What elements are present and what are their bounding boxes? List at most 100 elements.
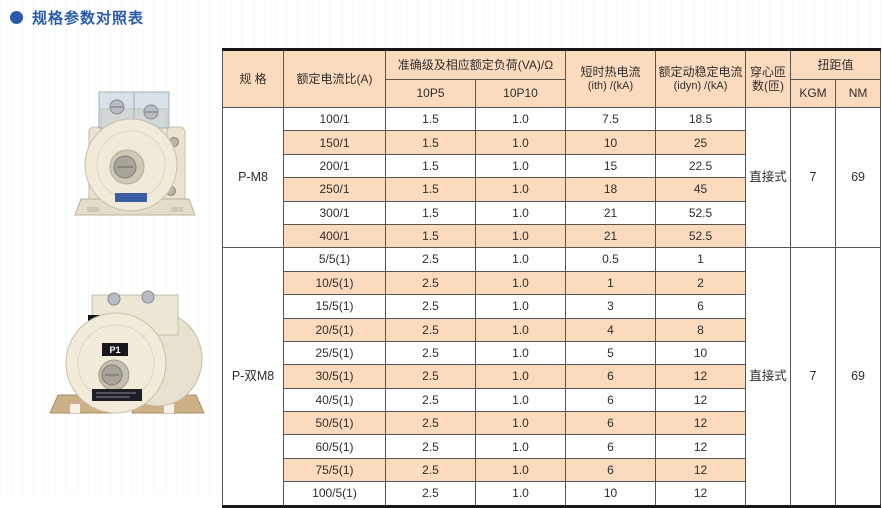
burden-10p5-cell: 2.5 (385, 387, 476, 413)
kgm-cell: 7 (790, 247, 837, 507)
idyn-cell: 22.5 (655, 153, 747, 179)
burden-10p10-cell: 1.0 (474, 340, 567, 366)
model-cell: P-M8 (222, 106, 284, 249)
col-header-ratio: 额定电流比(A) (283, 49, 386, 108)
page-title: 规格参数对照表 (10, 7, 144, 28)
spec-table: 规 格 额定电流比(A) 准确级及相应额定负荷(VA)/Ω 短时热电流 (ith… (222, 48, 882, 508)
burden-10p5-cell: 2.5 (385, 457, 476, 483)
ith-cell: 18 (565, 177, 657, 202)
col-header-ith-line2: (ith) /(kA) (587, 79, 634, 92)
ratio-cell: 400/1 (283, 223, 386, 249)
burden-10p5-cell: 1.5 (385, 130, 476, 155)
burden-10p10-cell: 1.0 (474, 434, 567, 459)
col-header-10p5: 10P5 (385, 79, 476, 108)
ith-cell: 21 (565, 223, 657, 249)
ratio-cell: 100/1 (283, 106, 386, 132)
table-row: 60/5(1) 2.5 1.0 6 12 (223, 434, 881, 459)
burden-10p10-cell: 1.0 (474, 177, 567, 202)
table-row: 200/1 1.5 1.0 15 22.5 (223, 153, 881, 179)
header-row-1: 规 格 额定电流比(A) 准确级及相应额定负荷(VA)/Ω 短时热电流 (ith… (222, 49, 882, 108)
idyn-cell: 12 (655, 364, 747, 389)
burden-10p5-cell: 2.5 (385, 247, 476, 272)
base-slot (87, 207, 99, 212)
burden-10p10-cell: 1.0 (474, 317, 567, 342)
burden-10p10-cell: 1.0 (474, 457, 567, 483)
col-header-spec: 规 格 (222, 49, 284, 108)
burden-10p5-cell: 2.5 (385, 411, 476, 436)
burden-10p5-cell: 2.5 (385, 364, 476, 389)
burden-10p10-cell: 1.0 (474, 294, 567, 319)
col-header-turns-line1: 穿心匝 (750, 64, 787, 79)
col-header-idyn-line2: (idyn) /(kA) (673, 79, 728, 92)
ith-cell: 15 (565, 153, 657, 179)
table-row: 150/1 1.5 1.0 10 25 (223, 130, 881, 155)
burden-10p10-cell: 1.0 (474, 223, 567, 249)
bracket-slot (70, 404, 80, 413)
ratio-cell: 20/5(1) (283, 317, 386, 342)
bracket-slot (164, 404, 174, 413)
table-row: 20/5(1) 2.5 1.0 4 8 (223, 317, 881, 342)
table-row: 75/5(1) 2.5 1.0 6 12 (223, 457, 881, 483)
burden-10p5-cell: 1.5 (385, 153, 476, 179)
ith-cell: 10 (565, 130, 657, 155)
burden-10p5-cell: 1.5 (385, 177, 476, 202)
ith-cell: 6 (565, 434, 657, 459)
header-row-2: 10P5 10P10 KGM NM (223, 79, 882, 108)
table-row: 30/5(1) 2.5 1.0 6 12 (223, 364, 881, 389)
ith-cell: 6 (565, 364, 657, 389)
ith-cell: 4 (565, 317, 657, 342)
col-header-kgm: KGM (790, 79, 837, 108)
mounting-cell: 直接式 (745, 247, 792, 507)
ith-cell: 21 (565, 200, 657, 225)
primary-tag-p1 (102, 343, 128, 356)
col-header-turns-line2: 数(匝) (752, 79, 785, 93)
burden-10p10-cell: 1.0 (474, 247, 567, 272)
bullet-icon (10, 11, 23, 24)
ith-cell: 6 (565, 411, 657, 436)
ratio-cell: 15/5(1) (283, 294, 386, 319)
ith-cell: 6 (565, 387, 657, 413)
idyn-cell: 18.5 (655, 106, 747, 132)
table-row: 15/5(1) 2.5 1.0 3 6 (223, 294, 881, 319)
ratio-cell: 250/1 (283, 177, 386, 202)
product-photo-p-shuang-m8: S1 S2 P1 (49, 290, 205, 414)
ratio-cell: 5/5(1) (283, 247, 386, 272)
ratio-cell: 10/5(1) (283, 270, 386, 296)
ith-cell: 3 (565, 294, 657, 319)
col-header-ith-line1: 短时热电流 (580, 65, 641, 80)
nameplate (92, 389, 142, 401)
idyn-cell: 45 (655, 177, 747, 202)
ith-cell: 0.5 (565, 247, 657, 272)
table-row: 300/1 1.5 1.0 21 52.5 (223, 200, 881, 225)
ratio-cell: 25/5(1) (283, 340, 386, 366)
terminal-screw (107, 292, 121, 306)
product-photo-p-m8 (74, 91, 196, 216)
col-header-torque-group: 扭距值 (790, 49, 882, 80)
burden-10p5-cell: 2.5 (385, 340, 476, 366)
ith-cell: 7.5 (565, 106, 657, 132)
mounting-cell: 直接式 (745, 106, 792, 249)
model-cell: P-双M8 (222, 247, 284, 507)
burden-10p10-cell: 1.0 (474, 106, 567, 132)
burden-10p5-cell: 1.5 (385, 200, 476, 225)
table-row: 250/1 1.5 1.0 18 45 (223, 177, 881, 202)
table-row: 40/5(1) 2.5 1.0 6 12 (223, 387, 881, 413)
burden-10p10-cell: 1.0 (474, 411, 567, 436)
terminal-screw (141, 290, 155, 304)
idyn-cell: 52.5 (655, 200, 747, 225)
base-slot (171, 207, 183, 212)
ratio-cell: 40/5(1) (283, 387, 386, 413)
burden-10p10-cell: 1.0 (474, 153, 567, 179)
table-row: P-双M8 5/5(1) 2.5 1.0 0.5 1 直接式 7 69 (222, 247, 882, 507)
burden-10p10-cell: 1.0 (474, 387, 567, 413)
idyn-cell: 12 (655, 457, 747, 483)
burden-10p10-cell: 1.0 (474, 200, 567, 225)
ratio-cell: 30/5(1) (283, 364, 386, 389)
ratio-cell: 300/1 (283, 200, 386, 225)
kgm-cell: 7 (790, 106, 837, 249)
col-header-nm: NM (835, 79, 882, 108)
idyn-cell: 52.5 (655, 223, 747, 249)
burden-10p5-cell: 1.5 (385, 223, 476, 249)
burden-10p10-cell: 1.0 (474, 270, 567, 296)
table-row: 25/5(1) 2.5 1.0 5 10 (223, 340, 881, 366)
